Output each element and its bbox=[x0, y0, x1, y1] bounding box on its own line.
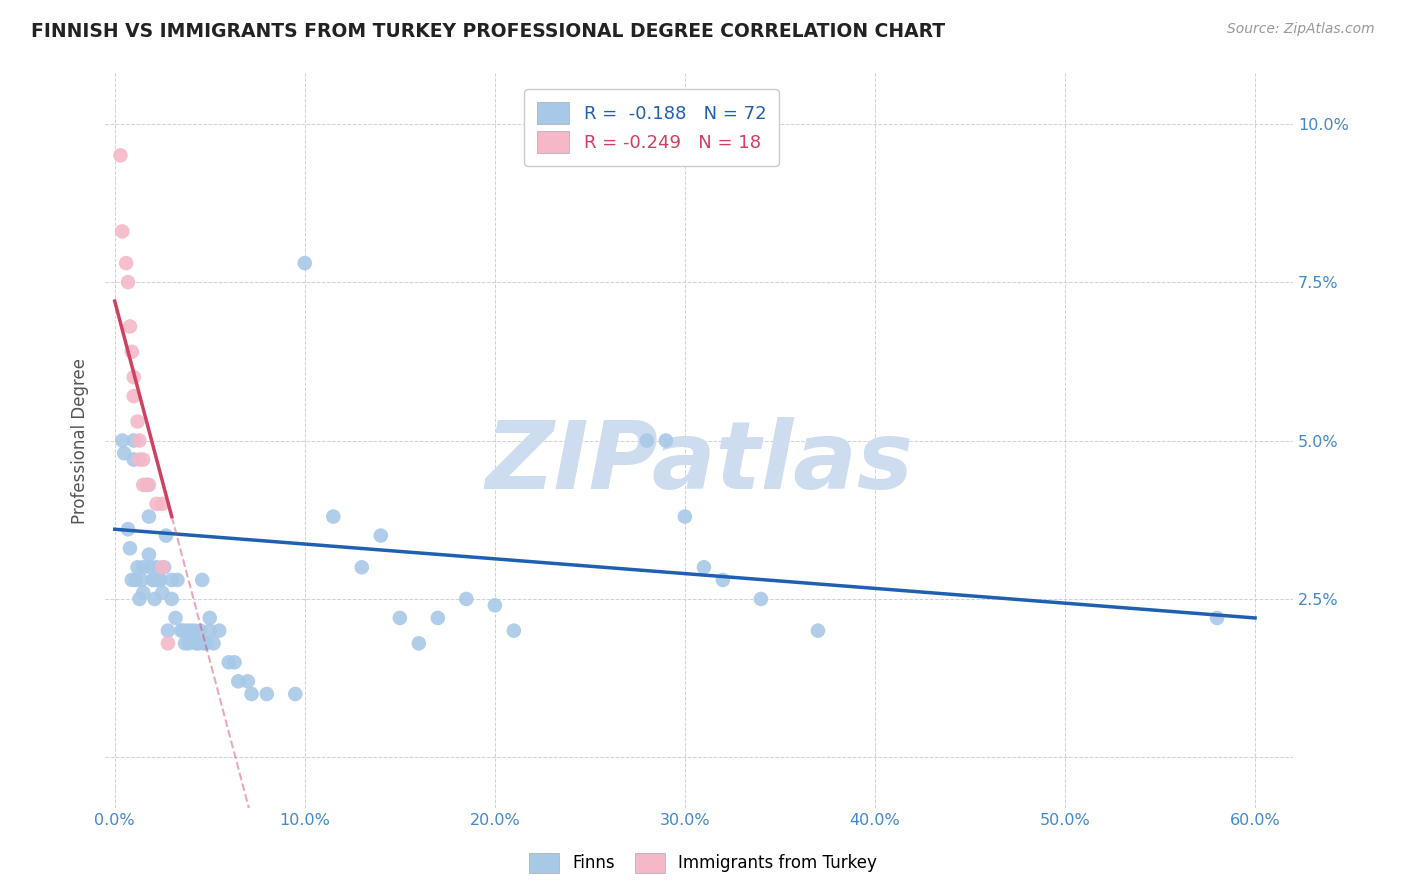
Point bbox=[236, 674, 259, 689]
Point bbox=[139, 560, 162, 574]
Point bbox=[256, 687, 278, 701]
Point bbox=[188, 624, 211, 638]
Point bbox=[1206, 611, 1229, 625]
Point bbox=[693, 560, 716, 574]
Point bbox=[224, 656, 246, 670]
Point bbox=[198, 624, 221, 638]
Point bbox=[191, 573, 214, 587]
Point bbox=[127, 560, 149, 574]
Point bbox=[218, 656, 240, 670]
Point bbox=[198, 611, 221, 625]
Point bbox=[138, 509, 160, 524]
Point bbox=[749, 591, 772, 606]
Point bbox=[226, 674, 249, 689]
Point bbox=[240, 687, 263, 701]
Point bbox=[155, 528, 177, 542]
Point bbox=[160, 591, 183, 606]
Point bbox=[165, 611, 187, 625]
Point bbox=[117, 275, 139, 289]
Point bbox=[187, 636, 209, 650]
Point bbox=[122, 452, 145, 467]
Point bbox=[150, 585, 173, 599]
Point bbox=[118, 319, 141, 334]
Point bbox=[138, 478, 160, 492]
Point bbox=[711, 573, 734, 587]
Point bbox=[350, 560, 373, 574]
Point bbox=[112, 446, 135, 460]
Point bbox=[177, 636, 200, 650]
Text: FINNISH VS IMMIGRANTS FROM TURKEY PROFESSIONAL DEGREE CORRELATION CHART: FINNISH VS IMMIGRANTS FROM TURKEY PROFES… bbox=[31, 22, 945, 41]
Point bbox=[118, 541, 141, 556]
Point bbox=[122, 434, 145, 448]
Point bbox=[186, 636, 208, 650]
Point bbox=[636, 434, 658, 448]
Point bbox=[128, 434, 150, 448]
Point bbox=[202, 636, 225, 650]
Point bbox=[143, 591, 166, 606]
Point bbox=[156, 624, 179, 638]
Point bbox=[128, 591, 150, 606]
Text: Source: ZipAtlas.com: Source: ZipAtlas.com bbox=[1227, 22, 1375, 37]
Point bbox=[370, 528, 392, 542]
Point bbox=[174, 636, 197, 650]
Point bbox=[166, 573, 188, 587]
Point bbox=[183, 624, 205, 638]
Point bbox=[122, 370, 145, 384]
Point bbox=[132, 560, 155, 574]
Point bbox=[284, 687, 307, 701]
Point bbox=[122, 389, 145, 403]
Point bbox=[132, 585, 155, 599]
Point bbox=[180, 624, 202, 638]
Point bbox=[143, 573, 166, 587]
Y-axis label: Professional Degree: Professional Degree bbox=[72, 358, 89, 524]
Point bbox=[111, 224, 134, 238]
Point bbox=[388, 611, 411, 625]
Point bbox=[127, 415, 149, 429]
Point bbox=[131, 573, 153, 587]
Point bbox=[170, 624, 193, 638]
Point bbox=[456, 591, 478, 606]
Point bbox=[148, 573, 170, 587]
Text: ZIPatlas: ZIPatlas bbox=[485, 417, 914, 508]
Point bbox=[132, 452, 155, 467]
Point bbox=[484, 599, 506, 613]
Point bbox=[322, 509, 344, 524]
Point bbox=[142, 573, 165, 587]
Point bbox=[111, 434, 134, 448]
Point bbox=[172, 624, 194, 638]
Point bbox=[294, 256, 316, 270]
Point bbox=[426, 611, 449, 625]
Legend: Finns, Immigrants from Turkey: Finns, Immigrants from Turkey bbox=[522, 847, 884, 880]
Point bbox=[117, 522, 139, 536]
Point bbox=[128, 452, 150, 467]
Point bbox=[132, 478, 155, 492]
Point bbox=[156, 636, 179, 650]
Point bbox=[160, 573, 183, 587]
Point bbox=[807, 624, 830, 638]
Point bbox=[194, 636, 217, 650]
Point bbox=[655, 434, 678, 448]
Point bbox=[408, 636, 430, 650]
Point bbox=[145, 560, 167, 574]
Point bbox=[149, 573, 172, 587]
Legend: R =  -0.188   N = 72, R = -0.249   N = 18: R = -0.188 N = 72, R = -0.249 N = 18 bbox=[524, 89, 779, 166]
Point bbox=[136, 478, 159, 492]
Point bbox=[138, 548, 160, 562]
Point bbox=[208, 624, 231, 638]
Point bbox=[176, 624, 198, 638]
Point bbox=[150, 497, 173, 511]
Point bbox=[145, 497, 167, 511]
Point bbox=[150, 560, 173, 574]
Point bbox=[673, 509, 696, 524]
Point bbox=[124, 573, 146, 587]
Point bbox=[115, 256, 138, 270]
Point bbox=[110, 148, 132, 162]
Point bbox=[121, 344, 143, 359]
Point bbox=[153, 560, 176, 574]
Point bbox=[121, 573, 143, 587]
Point bbox=[193, 636, 215, 650]
Point bbox=[502, 624, 524, 638]
